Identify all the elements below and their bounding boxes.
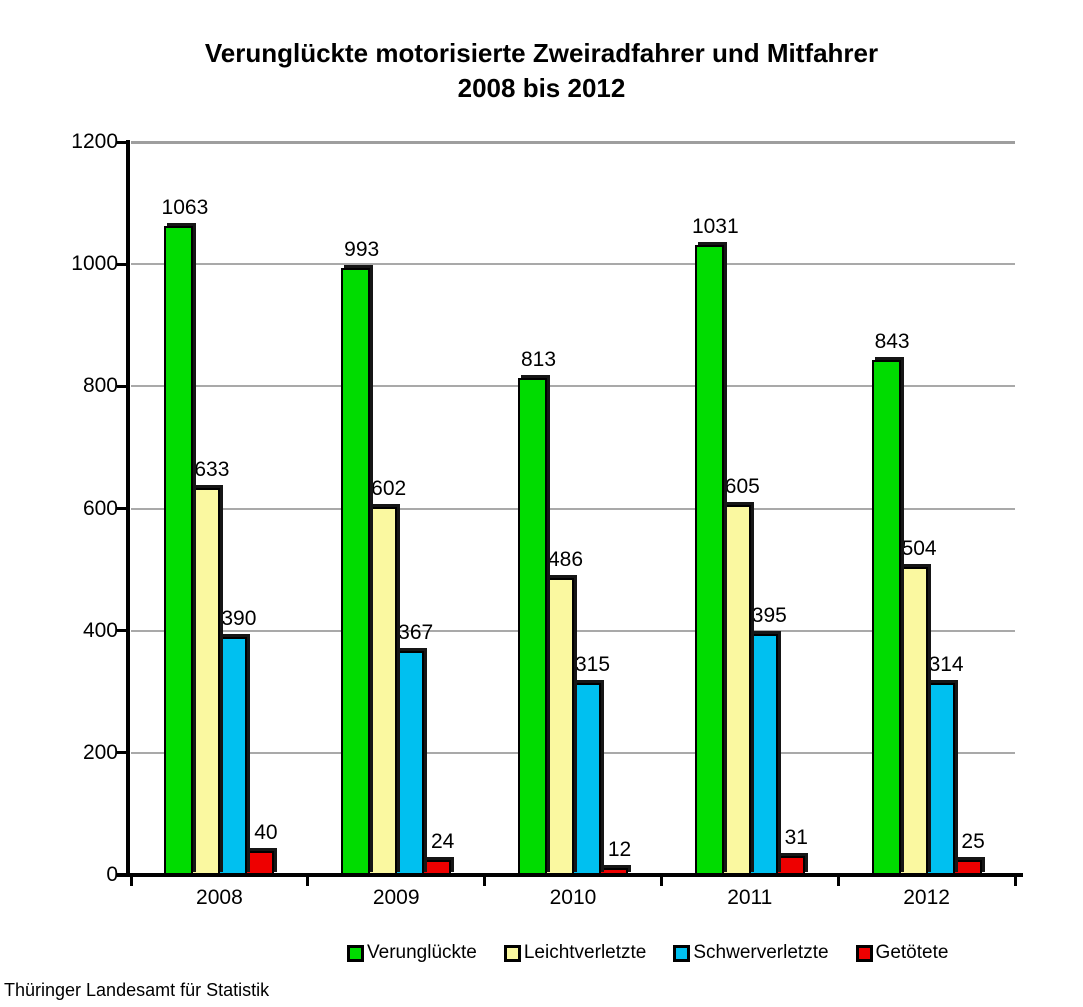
bar-Leichtverletzte-2008 (191, 488, 221, 875)
bar-value-Getötete-2010: 12 (607, 837, 632, 861)
legend-label-Getötete: Getötete (875, 942, 949, 963)
y-axis-label-0: 0 (106, 863, 118, 886)
bar-value-Schwerverletzte-2008: 390 (221, 606, 257, 630)
legend-item-Verunglückte: Verunglückte (347, 942, 477, 964)
y-axis-label-1200: 1200 (71, 130, 118, 153)
chart-title-line1: Verunglückte motorisierte Zweiradfahrer … (204, 38, 879, 68)
y-axis-tick-800 (117, 384, 128, 388)
bar-Leichtverletzte-2012 (898, 567, 928, 875)
bar-Schwerverletzte-2008 (218, 636, 248, 875)
y-axis-label-400: 400 (82, 618, 118, 642)
bar-value-Getötete-2011: 31 (784, 826, 808, 850)
legend-marker-Schwerverletzte (673, 944, 691, 962)
bar-Getötete-2008 (245, 850, 275, 875)
bar-value-Verunglückte-2010: 813 (520, 348, 557, 372)
bar-value-Getötete-2009: 24 (431, 830, 455, 854)
gridline-1000 (131, 263, 1015, 266)
bar-value-Schwerverletzte-2012: 314 (928, 653, 964, 677)
bar-Verunglückte-2009 (341, 268, 371, 875)
y-axis-label-1000: 1000 (71, 252, 118, 276)
bar-value-Verunglückte-2009: 993 (344, 238, 380, 262)
x-axis-label-2012: 2012 (903, 886, 950, 909)
legend-label-Schwerverletzte: Schwerverletzte (693, 942, 829, 963)
gridline-600 (131, 507, 1015, 510)
x-axis-tick-1 (306, 877, 310, 886)
bar-Verunglückte-2008 (164, 225, 194, 875)
bar-Verunglückte-2010 (518, 378, 547, 875)
bar-Leichtverletzte-2009 (368, 507, 398, 875)
legend-item-Leichtverletzte: Leichtverletzte (503, 942, 647, 964)
bar-Schwerverletzte-2012 (925, 683, 955, 875)
chart-legend: Verunglückte Leichtverletzte Schwerverletz… (347, 942, 948, 964)
bar-Schwerverletzte-2011 (748, 633, 778, 875)
bar-Getötete-2009 (422, 860, 452, 875)
bar-value-Leichtverletzte-2009: 602 (371, 477, 407, 501)
bar-Verunglückte-2011 (694, 245, 724, 875)
gridline-800 (131, 385, 1015, 388)
legend-item-Getötete: Getötete (855, 942, 949, 964)
bar-Getötete-2011 (775, 856, 805, 875)
legend-item-Schwerverletzte: Schwerverletzte (673, 942, 829, 964)
source-note: Thüringer Landesamt für Statistik (4, 980, 270, 1000)
bar-value-Leichtverletzte-2012: 504 (901, 537, 937, 561)
bar-value-Schwerverletzte-2011: 395 (751, 603, 787, 627)
bar-Schwerverletzte-2009 (395, 650, 425, 875)
y-axis-tick-1000 (117, 262, 128, 266)
x-axis-tick-2 (483, 877, 487, 886)
bar-Leichtverletzte-2010 (545, 578, 574, 875)
bar-value-Leichtverletzte-2008: 633 (194, 458, 230, 482)
bar-value-Verunglückte-2008: 1063 (161, 195, 209, 219)
legend-marker-Verunglückte (347, 944, 364, 962)
bar-value-Leichtverletzte-2011: 605 (724, 475, 760, 499)
x-axis-line (117, 873, 1023, 877)
bar-value-Verunglückte-2011: 1031 (691, 215, 739, 239)
bar-Getötete-2010 (599, 867, 628, 875)
x-axis-tick-5 (1013, 877, 1017, 886)
legend-marker-Getötete (855, 944, 873, 962)
legend-label-Verunglückte: Verunglückte (367, 942, 477, 963)
x-axis-label-2010: 2010 (549, 886, 597, 909)
gridline-1200 (131, 141, 1015, 144)
bar-value-Getötete-2012: 25 (961, 829, 985, 853)
bar-value-Leichtverletzte-2010: 486 (547, 548, 584, 572)
bar-value-Verunglückte-2012: 843 (874, 330, 910, 354)
x-axis-tick-4 (836, 877, 840, 886)
y-axis-tick-0 (117, 873, 128, 877)
x-axis-tick-0 (129, 877, 133, 886)
y-axis-tick-400 (117, 629, 128, 633)
bar-Verunglückte-2012 (871, 360, 901, 875)
x-axis-label-2011: 2011 (727, 886, 773, 909)
legend-marker-Leichtverletzte (503, 944, 521, 962)
y-axis-tick-200 (117, 751, 128, 755)
bar-value-Schwerverletzte-2010: 315 (574, 652, 611, 676)
bar-value-Getötete-2008: 40 (254, 820, 278, 844)
bar-Getötete-2012 (952, 859, 982, 875)
x-axis-label-2008: 2008 (196, 886, 243, 909)
y-axis-tick-1200 (117, 140, 128, 144)
legend-label-Leichtverletzte: Leichtverletzte (523, 942, 647, 963)
y-axis-label-600: 600 (82, 496, 118, 520)
y-axis-label-800: 800 (82, 374, 118, 398)
y-axis-tick-600 (117, 507, 128, 510)
bar-Schwerverletzte-2010 (572, 682, 601, 875)
bar-Leichtverletzte-2011 (721, 505, 751, 875)
x-axis-label-2009: 2009 (372, 886, 420, 909)
chart-title-line2: 2008 bis 2012 (457, 73, 626, 104)
y-axis-line (126, 140, 130, 876)
bar-value-Schwerverletzte-2009: 367 (398, 620, 434, 644)
chart-title: Verunglückte motorisierte Zweiradfahrer … (0, 36, 1083, 106)
y-axis-label-200: 200 (82, 740, 118, 764)
x-axis-tick-3 (659, 877, 663, 886)
